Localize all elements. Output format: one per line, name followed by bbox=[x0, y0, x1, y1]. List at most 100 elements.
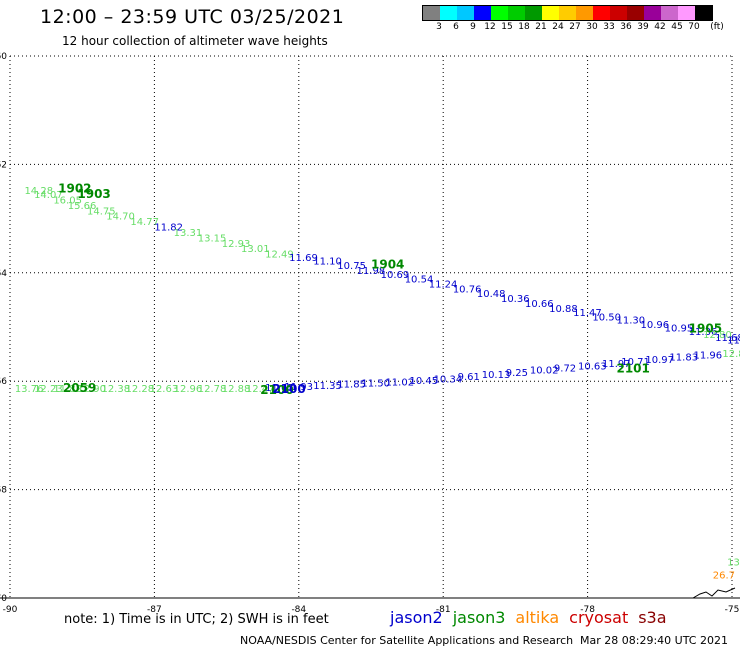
color-swatch bbox=[542, 6, 559, 20]
map-tick-labels: -90 -87 -84 -81 -78 -75 -60 -62 -64 -66 -68 -70 bbox=[0, 52, 739, 615]
color-legend: 3 6 9 12 15 18 21 24 27 30 33 36 39 42 45 70 (ft) bbox=[422, 5, 724, 35]
wave-height-label: 12.63 bbox=[150, 384, 179, 395]
color-swatch bbox=[525, 6, 542, 20]
footer-timestamp: Mar 28 08:29:40 UTC 2021 bbox=[580, 634, 728, 647]
color-legend-label: 15 bbox=[501, 22, 513, 32]
wave-height-label: 9.61 bbox=[458, 372, 480, 383]
lon-tick-label: -90 bbox=[3, 605, 18, 615]
color-swatch bbox=[627, 6, 644, 20]
wave-height-label: 10.75 bbox=[337, 261, 366, 272]
time-label: 2059 bbox=[63, 381, 96, 395]
color-legend-unit: (ft) bbox=[710, 22, 724, 32]
wave-height-label: 10.88 bbox=[549, 304, 578, 315]
color-swatch bbox=[474, 6, 491, 20]
wave-height-label: 11.85 bbox=[337, 380, 366, 391]
wave-height-label: 12.38 bbox=[101, 384, 130, 395]
wave-height-label: 11.10 bbox=[313, 257, 342, 268]
footer-credit: NOAA/NESDIS Center for Satellite Applica… bbox=[240, 634, 574, 647]
color-legend-label: 21 bbox=[535, 22, 547, 32]
satellite-legend-s3a: s3a bbox=[638, 608, 667, 627]
lat-tick-label: -68 bbox=[0, 486, 7, 496]
wave-height-label: 13.31 bbox=[174, 228, 203, 239]
wave-height-label: 11.50 bbox=[361, 379, 390, 390]
wave-height-label: 12.47 bbox=[246, 384, 275, 395]
wave-height-label: 13.76 bbox=[15, 384, 44, 395]
color-swatch bbox=[576, 6, 593, 20]
wave-height-label: 9.25 bbox=[506, 368, 528, 379]
wave-height-label: 10.45 bbox=[410, 376, 439, 387]
lon-tick-label: -87 bbox=[147, 605, 162, 615]
color-swatch bbox=[610, 6, 627, 20]
color-legend-label: 18 bbox=[518, 22, 530, 32]
wave-height-label: 11.98 bbox=[357, 266, 386, 277]
wave-height-label: 10.95 bbox=[665, 323, 694, 334]
color-swatch bbox=[695, 6, 712, 20]
time-label: 2101 bbox=[616, 362, 649, 376]
wave-height-label: 12.23 bbox=[34, 384, 63, 395]
wave-height-label: 13 bbox=[727, 557, 740, 568]
satellite-legend-altika: altika bbox=[515, 608, 560, 627]
wave-height-label: 13.15 bbox=[198, 233, 227, 244]
wave-height-label: 26.7 bbox=[713, 570, 735, 581]
color-swatch bbox=[593, 6, 610, 20]
wave-height-label: 12.90 bbox=[77, 384, 106, 395]
time-label: 1904 bbox=[371, 257, 404, 271]
lat-tick-label: -62 bbox=[0, 160, 7, 170]
wave-height-label: 14.28 bbox=[24, 186, 53, 197]
wave-height-label: 11.82 bbox=[53, 384, 82, 395]
time-label: 2100 bbox=[272, 382, 305, 396]
lat-tick-label: -66 bbox=[0, 377, 7, 387]
color-swatch bbox=[678, 6, 695, 20]
lat-tick-label: -64 bbox=[0, 269, 7, 279]
wave-height-label: 10.69 bbox=[381, 270, 410, 281]
wave-height-label: 11.83 bbox=[669, 353, 698, 364]
wave-height-label: 16.05 bbox=[53, 195, 82, 206]
wave-height-label: 11.02 bbox=[385, 378, 414, 389]
wave-height-label: 11.65 bbox=[265, 383, 294, 394]
map-grid bbox=[0, 55, 740, 599]
time-label: 1905 bbox=[689, 321, 722, 335]
time-label: 1903 bbox=[77, 187, 110, 201]
lon-tick-label: -84 bbox=[291, 605, 306, 615]
color-legend-swatches bbox=[422, 5, 713, 21]
satellite-legend-jason3: jason3 bbox=[452, 608, 506, 627]
wave-height-label: 10.97 bbox=[645, 355, 674, 366]
page-title: 12:00 – 23:59 UTC 03/25/2021 bbox=[40, 6, 345, 28]
wave-height-label: 10.96 bbox=[641, 320, 670, 331]
wave-height-label: 11.82 bbox=[154, 223, 183, 234]
wave-height-label: 13.01 bbox=[241, 244, 270, 255]
wave-height-label: 12.88 bbox=[222, 384, 251, 395]
wave-height-label: 10.34 bbox=[434, 374, 463, 385]
color-legend-label: 42 bbox=[654, 22, 666, 32]
wave-height-labels: 14.2814.0716.0515.6614.7514.7014.7711.82… bbox=[15, 182, 740, 582]
wave-height-label: 10.02 bbox=[530, 366, 559, 377]
wave-height-label: 11.59 bbox=[727, 335, 740, 346]
color-legend-label: 12 bbox=[484, 22, 496, 32]
satellite-legend-jason2: jason2 bbox=[390, 608, 443, 627]
lon-tick-label: -75 bbox=[725, 605, 740, 615]
footer-note: note: 1) Time is in UTC; 2) SWH is in fe… bbox=[64, 612, 329, 627]
wave-height-label: 10.76 bbox=[453, 284, 482, 295]
coastline bbox=[692, 587, 736, 599]
wave-height-label: 11.36 bbox=[689, 327, 718, 338]
wave-height-label: 12.28 bbox=[126, 384, 155, 395]
color-swatch bbox=[423, 6, 440, 20]
wave-height-label: 14.70 bbox=[106, 212, 135, 223]
wave-height-label: 10.66 bbox=[525, 299, 554, 310]
wave-height-label: 11.69 bbox=[289, 253, 318, 264]
color-legend-label: 6 bbox=[453, 22, 459, 32]
time-label: 1902 bbox=[58, 182, 91, 196]
wave-height-label: 12.93 bbox=[222, 239, 251, 250]
color-swatch bbox=[559, 6, 576, 20]
color-legend-label: 24 bbox=[552, 22, 564, 32]
wave-height-label: 10.13 bbox=[482, 370, 511, 381]
wave-height-label: 12.78 bbox=[198, 384, 227, 395]
color-swatch bbox=[440, 6, 457, 20]
wave-height-label: 15.66 bbox=[68, 201, 97, 212]
wave-height-label: 12.80 bbox=[703, 330, 732, 341]
lon-tick-label: -81 bbox=[436, 605, 451, 615]
color-swatch bbox=[661, 6, 678, 20]
wave-height-label: 11.30 bbox=[616, 316, 645, 327]
lon-tick-label: -78 bbox=[580, 605, 595, 615]
wave-height-label: 11.24 bbox=[429, 279, 458, 290]
